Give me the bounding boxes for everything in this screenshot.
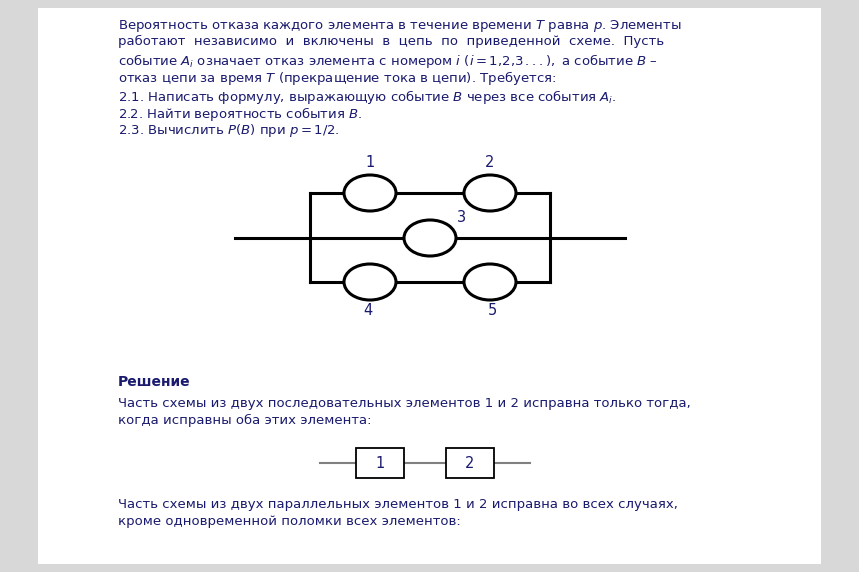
Ellipse shape bbox=[344, 264, 396, 300]
Text: 3: 3 bbox=[457, 210, 466, 225]
Text: событие $A_i$ означает отказ элемента с номером $i$ $(i = 1{,}2{,}3\,...),$ а со: событие $A_i$ означает отказ элемента с … bbox=[118, 52, 658, 70]
Text: Часть схемы из двух последовательных элементов 1 и 2 исправна только тогда,: Часть схемы из двух последовательных эле… bbox=[118, 397, 691, 410]
Text: кроме одновременной поломки всех элементов:: кроме одновременной поломки всех элемент… bbox=[118, 515, 460, 528]
Ellipse shape bbox=[464, 264, 516, 300]
Text: 2.2. Найти вероятность события $B$.: 2.2. Найти вероятность события $B$. bbox=[118, 105, 362, 123]
Text: когда исправны оба этих элемента:: когда исправны оба этих элемента: bbox=[118, 414, 371, 427]
Text: 4: 4 bbox=[363, 303, 373, 318]
Text: 2.1. Написать формулу, выражающую событие $B$ через все события $A_i$.: 2.1. Написать формулу, выражающую событи… bbox=[118, 88, 617, 106]
Text: 1: 1 bbox=[375, 455, 385, 471]
Bar bbox=[446, 448, 494, 478]
Text: работают  независимо  и  включены  в  цепь  по  приведенной  схеме.  Пусть: работают независимо и включены в цепь по… bbox=[118, 35, 664, 48]
Text: Вероятность отказа каждого элемента в течение времени $T$ равна $p$. Элементы: Вероятность отказа каждого элемента в те… bbox=[118, 18, 682, 34]
Text: 5: 5 bbox=[487, 303, 497, 318]
Ellipse shape bbox=[464, 175, 516, 211]
Text: Часть схемы из двух параллельных элементов 1 и 2 исправна во всех случаях,: Часть схемы из двух параллельных элемент… bbox=[118, 498, 678, 511]
Text: 1: 1 bbox=[365, 155, 375, 170]
Text: 2: 2 bbox=[466, 455, 475, 471]
Text: 2.3. Вычислить $P(B)$ при $p = 1/2$.: 2.3. Вычислить $P(B)$ при $p = 1/2$. bbox=[118, 122, 339, 139]
Ellipse shape bbox=[404, 220, 456, 256]
Text: Решение: Решение bbox=[118, 375, 191, 389]
Ellipse shape bbox=[344, 175, 396, 211]
Text: отказ цепи за время $T$ (прекращение тока в цепи). Требуется:: отказ цепи за время $T$ (прекращение ток… bbox=[118, 69, 556, 87]
Text: 2: 2 bbox=[485, 155, 495, 170]
Bar bbox=[356, 448, 404, 478]
